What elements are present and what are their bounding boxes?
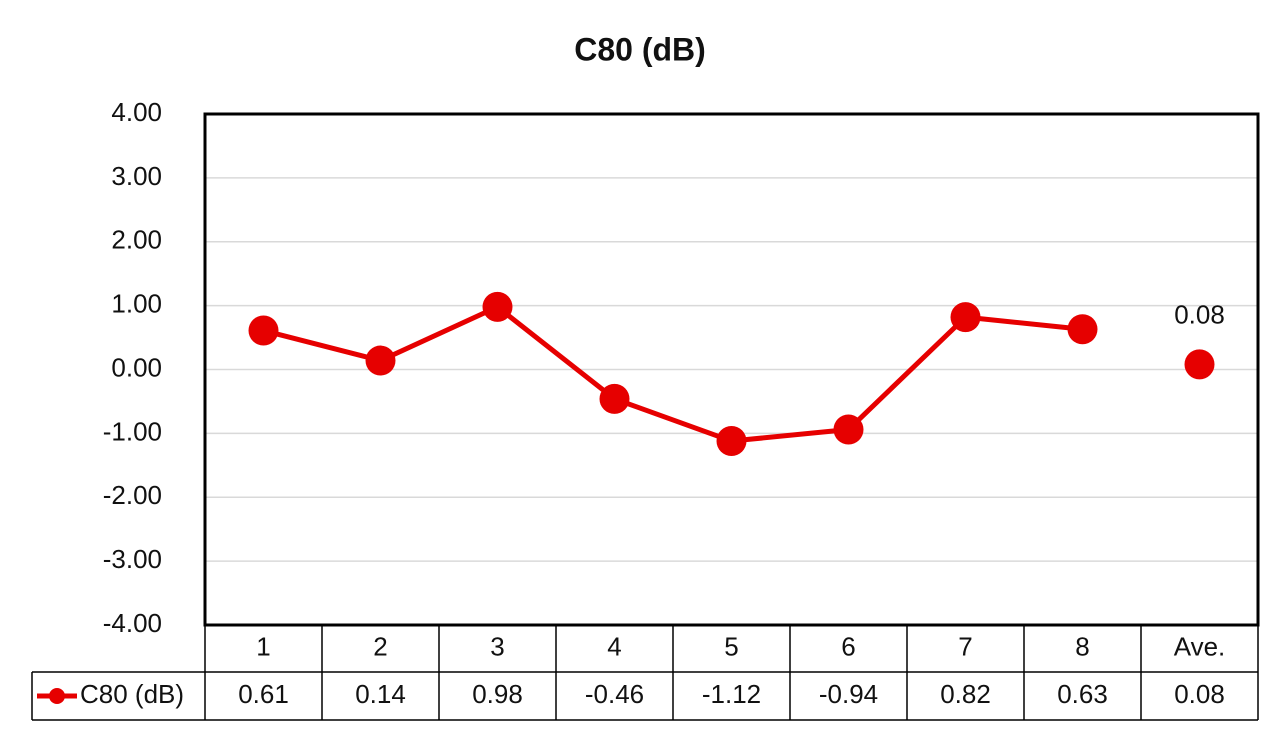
marker [950, 302, 981, 333]
x-tick-label: 7 [958, 631, 972, 661]
marker [248, 315, 279, 346]
series-line [262, 304, 1083, 444]
table-value: 0.63 [1057, 679, 1108, 709]
x-tick-label: 5 [724, 631, 738, 661]
y-tick-label: 2.00 [111, 225, 162, 255]
table-value: 0.82 [940, 679, 991, 709]
marker [1067, 314, 1098, 345]
y-tick-label: 1.00 [111, 289, 162, 319]
x-tick-label: 4 [607, 631, 621, 661]
table-value: 0.14 [355, 679, 406, 709]
table-value: -0.46 [585, 679, 644, 709]
legend-marker [49, 688, 65, 704]
y-tick-label: 0.00 [111, 352, 162, 382]
table-value: 0.98 [472, 679, 523, 709]
legend-label: C80 (dB) [80, 679, 184, 709]
chart-title: C80 (dB) [574, 31, 706, 67]
table-value: 0.61 [238, 679, 289, 709]
y-tick-label: -2.00 [103, 480, 162, 510]
table-value: 0.08 [1174, 679, 1225, 709]
x-tick-label: 8 [1075, 631, 1089, 661]
table-value: -1.12 [702, 679, 761, 709]
marker [716, 426, 747, 457]
data-label: 0.08 [1174, 299, 1225, 329]
y-tick-label: 3.00 [111, 161, 162, 191]
x-tick-label: Ave. [1174, 631, 1226, 661]
marker [833, 414, 864, 445]
x-tick-label: 1 [256, 631, 270, 661]
marker [599, 383, 630, 414]
y-tick-label: -4.00 [103, 608, 162, 638]
table-value: -0.94 [819, 679, 878, 709]
x-tick-label: 3 [490, 631, 504, 661]
x-tick-label: 6 [841, 631, 855, 661]
marker [365, 345, 396, 376]
marker [1184, 349, 1215, 380]
x-tick-label: 2 [373, 631, 387, 661]
y-tick-label: -1.00 [103, 416, 162, 446]
y-tick-label: -3.00 [103, 544, 162, 574]
plot-frame [203, 112, 1260, 627]
marker [482, 291, 513, 322]
y-tick-label: 4.00 [111, 97, 162, 127]
